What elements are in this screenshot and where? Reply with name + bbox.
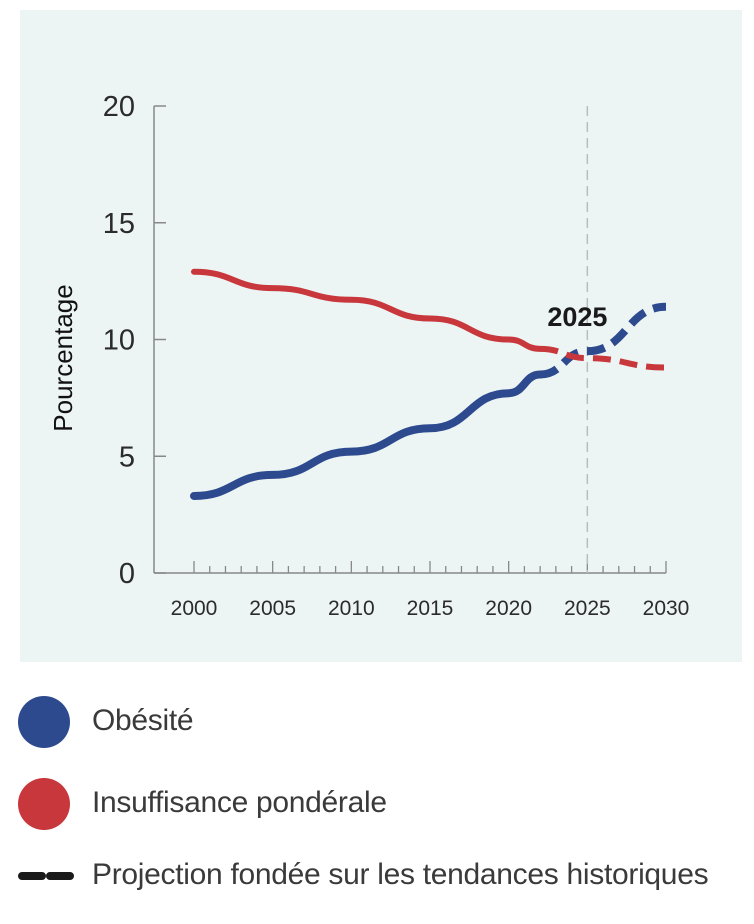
legend: Obésité Insuffisance pondérale Projectio…	[18, 690, 748, 924]
y-tick-label: 5	[119, 441, 135, 473]
y-tick-label: 20	[103, 91, 135, 123]
legend-swatch-projection	[18, 872, 78, 880]
legend-swatch-underweight	[18, 778, 70, 830]
legend-label-underweight: Insuffisance pondérale	[92, 786, 387, 819]
y-axis-title: Pourcentage	[48, 284, 78, 431]
annotation-2025: 2025	[547, 302, 607, 332]
x-tick-label: 2000	[171, 597, 218, 620]
legend-item-underweight: Insuffisance pondérale	[18, 772, 748, 834]
series-line-underweight	[191, 268, 544, 352]
y-tick-label: 0	[119, 558, 135, 590]
y-tick-label: 10	[103, 325, 135, 357]
x-tick-label: 2005	[249, 597, 296, 620]
legend-item-obesity: Obésité	[18, 690, 748, 752]
line-chart: 0 5 10 15 20 2000 2005 2010 2015 2020 2025 2030 2025…	[48, 91, 690, 620]
x-tick-label: 2015	[407, 597, 454, 620]
legend-label-obesity: Obésité	[92, 704, 194, 737]
legend-swatch-obesity	[18, 696, 70, 748]
series-projection-underweight	[540, 345, 667, 371]
legend-item-projection: Projection fondée sur les tendances hist…	[18, 854, 748, 904]
legend-label-projection: Projection fondée sur les tendances hist…	[92, 858, 709, 891]
y-tick-label: 15	[103, 208, 135, 240]
x-tick-label: 2020	[485, 597, 532, 620]
series-projection-obesity	[539, 302, 667, 379]
series-line-obesity	[190, 370, 545, 500]
x-tick-label: 2030	[643, 597, 690, 620]
x-tick-label: 2025	[564, 597, 611, 620]
x-tick-label: 2010	[328, 597, 375, 620]
chart-panel: 0 5 10 15 20 2000 2005 2010 2015 2020 2025 2030 2025…	[20, 10, 742, 662]
